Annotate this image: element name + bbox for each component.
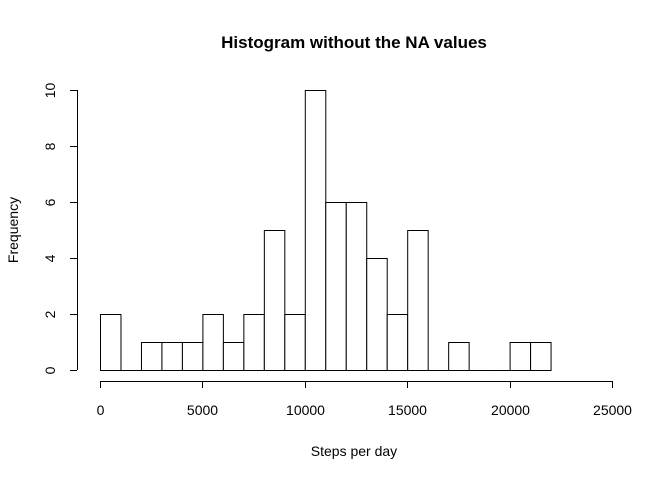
y-tick-label-0: 0 [42, 366, 58, 374]
y-axis: 0 2 4 6 8 10 [42, 83, 78, 374]
y-tick-label-4: 8 [42, 142, 58, 150]
histogram-bar-20 [509, 342, 532, 371]
x-tick-label-5: 25000 [593, 402, 632, 418]
x-tick-label-0: 0 [97, 402, 105, 418]
x-tick-label-4: 20000 [491, 402, 530, 418]
histogram-bar-10 [304, 90, 327, 371]
histogram-bar-12 [345, 202, 368, 371]
x-tick-label-3: 15000 [388, 402, 427, 418]
histogram-bar-5 [202, 314, 224, 371]
histogram-bar-8 [263, 230, 286, 371]
x-tick-label-2: 10000 [286, 402, 325, 418]
x-axis: 0 5000 10000 15000 20000 25000 [97, 381, 632, 418]
histogram-bar-13 [366, 258, 388, 371]
y-tick-label-3: 6 [42, 198, 58, 206]
histogram-bar-9 [284, 314, 306, 371]
histogram-bar-6 [222, 342, 245, 371]
histogram-bar-11 [325, 202, 347, 371]
histogram-bar-0 [100, 314, 122, 371]
y-tick-label-1: 2 [42, 310, 58, 318]
histogram-bar-17 [448, 342, 470, 371]
x-tick-label-1: 5000 [187, 402, 218, 418]
histogram-bar-7 [243, 314, 265, 371]
histogram-bar-21 [530, 342, 552, 371]
histogram-bar-4 [181, 342, 204, 371]
histogram-bar-2 [140, 342, 163, 371]
histogram-bar-3 [161, 342, 183, 371]
y-tick-label-2: 4 [42, 254, 58, 262]
x-axis-label: Steps per day [311, 443, 397, 459]
y-tick-label-5: 10 [42, 83, 58, 99]
chart-title: Histogram without the NA values [221, 33, 487, 52]
histogram-bar-15 [407, 230, 429, 371]
histogram-bar-14 [386, 314, 409, 371]
bars-group [100, 90, 552, 371]
y-axis-label: Frequency [5, 197, 21, 263]
